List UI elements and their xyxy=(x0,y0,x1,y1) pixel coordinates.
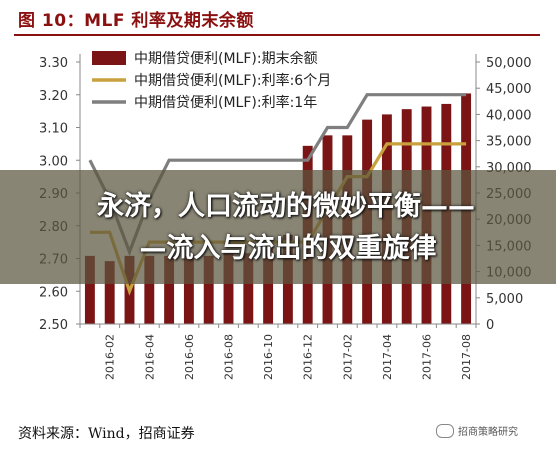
left-tick-label: 3.20 xyxy=(39,89,68,104)
bar xyxy=(223,253,234,324)
x-tick-label: 2016-06 xyxy=(183,334,196,380)
legend: 中期借贷便利(MLF):期末余额中期借贷便利(MLF):利率:6个月中期借贷便利… xyxy=(92,50,331,111)
headline-overlay: 永济，人口流动的微妙平衡—— —流入与流出的双重旋律 xyxy=(0,170,556,284)
source-note: 资料来源：Wind，招商证券 xyxy=(18,426,195,442)
right-tick-label: 45,000 xyxy=(486,82,532,97)
watermark-text: 招商策略研究 xyxy=(458,427,518,438)
bar xyxy=(263,245,274,324)
legend-label: 中期借贷便利(MLF):期末余额 xyxy=(134,50,318,67)
right-tick-label: 50,000 xyxy=(486,56,532,71)
wechat-icon xyxy=(436,423,454,438)
headline-line-2: —流入与流出的双重旋律 xyxy=(139,233,437,264)
headline-line-1: 永济，人口流动的微妙平衡—— xyxy=(97,191,475,222)
right-tick-label: 0 xyxy=(486,318,494,333)
legend-label: 中期借贷便利(MLF):利率:1年 xyxy=(134,94,317,111)
legend-label: 中期借贷便利(MLF):利率:6个月 xyxy=(134,72,331,89)
bar xyxy=(203,255,214,324)
bar xyxy=(243,253,254,324)
title-rule xyxy=(14,34,540,36)
right-tick-label: 5,000 xyxy=(486,292,523,307)
x-tick-label: 2016-02 xyxy=(104,334,117,380)
bar xyxy=(104,261,115,324)
legend-swatch-bar xyxy=(92,51,126,65)
bar xyxy=(144,255,155,324)
left-tick-label: 3.00 xyxy=(39,154,68,169)
x-tick-label: 2016-10 xyxy=(262,334,275,380)
left-tick-label: 3.30 xyxy=(39,56,68,71)
x-tick-label: 2017-02 xyxy=(341,334,354,380)
bar xyxy=(183,255,194,324)
left-tick-label: 3.10 xyxy=(39,122,68,137)
right-tick-label: 40,000 xyxy=(486,108,532,123)
bar xyxy=(164,255,175,324)
x-tick-label: 2017-04 xyxy=(381,334,394,380)
watermark: 招商策略研究 xyxy=(436,423,518,438)
x-tick-label: 2016-12 xyxy=(302,334,315,380)
x-tick-label: 2016-08 xyxy=(223,334,236,380)
left-tick-label: 2.50 xyxy=(39,318,68,333)
left-tick-label: 2.60 xyxy=(39,285,68,300)
right-tick-label: 35,000 xyxy=(486,135,532,150)
chart-title: 图 10：MLF 利率及期末余额 xyxy=(18,11,254,31)
bar xyxy=(84,255,95,324)
x-tick-label: 2017-06 xyxy=(421,334,434,380)
x-tick-label: 2016-04 xyxy=(143,334,156,380)
x-tick-label: 2017-08 xyxy=(460,334,473,380)
